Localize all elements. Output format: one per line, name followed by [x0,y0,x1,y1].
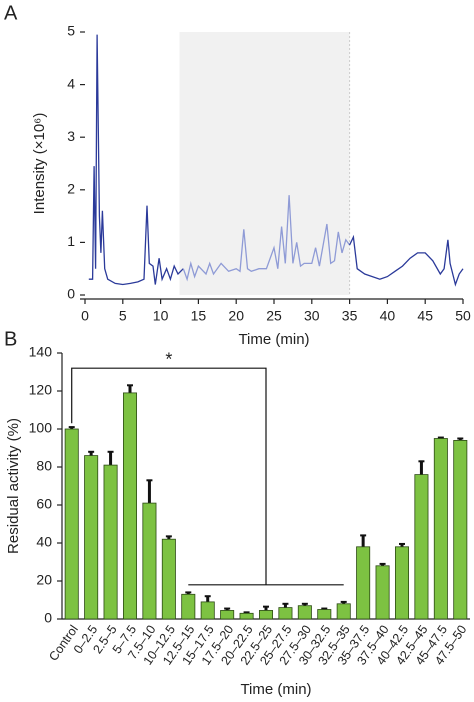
panel-letter: A [4,2,18,24]
y-tick-label: 1 [67,233,75,249]
y-axis-label: Intensity (×10⁶) [31,113,48,215]
x-axis-label: Time (min) [238,331,309,348]
x-tick-label: 50 [455,308,471,324]
x-tick-label: 10 [153,308,169,324]
panel-letter: B [4,328,17,350]
bar [278,607,293,620]
bar [297,605,312,620]
x-tick-label: 5 [119,308,127,324]
chromatogram-line [349,234,464,287]
x-tick-label: 0 [81,308,89,324]
bar [64,428,79,620]
bar [317,609,332,620]
bar [181,593,196,620]
bar [336,603,351,620]
x-tick-label: 25 [266,308,282,324]
y-tick-label: 40 [36,534,52,550]
x-tick-label: 30 [304,308,320,324]
bar [258,610,274,620]
bar [375,565,390,620]
y-tick-label: 0 [67,286,75,302]
bar [122,392,138,620]
chromatogram-line [88,34,184,286]
y-tick-label: 3 [67,128,75,144]
significance-label: * [165,349,172,369]
y-tick-label: 20 [36,572,52,588]
x-tick-label: 45 [417,308,433,324]
bar [84,455,99,620]
y-tick-label: 2 [67,181,75,197]
x-axis-label: Time (min) [240,681,311,698]
bar [142,502,157,620]
y-axis-label: Residual activity (%) [5,418,22,554]
y-tick-label: 0 [44,610,52,626]
y-tick-label: 140 [29,344,53,360]
y-tick-label: 120 [29,382,53,398]
y-tick-label: 5 [67,23,75,39]
y-tick-label: 4 [67,75,75,91]
x-tick-label: 15 [191,308,207,324]
bar [433,438,448,620]
shaded-region [179,32,350,295]
chromatogram-line [182,195,351,282]
bar [414,474,429,620]
bar [356,546,371,620]
x-tick-label: 20 [228,308,244,324]
bar [200,601,215,620]
significance-bracket [71,367,344,586]
bar [103,464,118,620]
y-tick-label: 80 [36,458,52,474]
bar [453,439,468,620]
bar [239,612,254,620]
x-tick-label: 35 [342,308,358,324]
x-tick-label: 40 [380,308,396,324]
bar [161,538,176,620]
y-tick-label: 60 [36,496,52,512]
bar [394,546,410,620]
bar [220,610,235,620]
y-tick-label: 100 [29,420,53,436]
